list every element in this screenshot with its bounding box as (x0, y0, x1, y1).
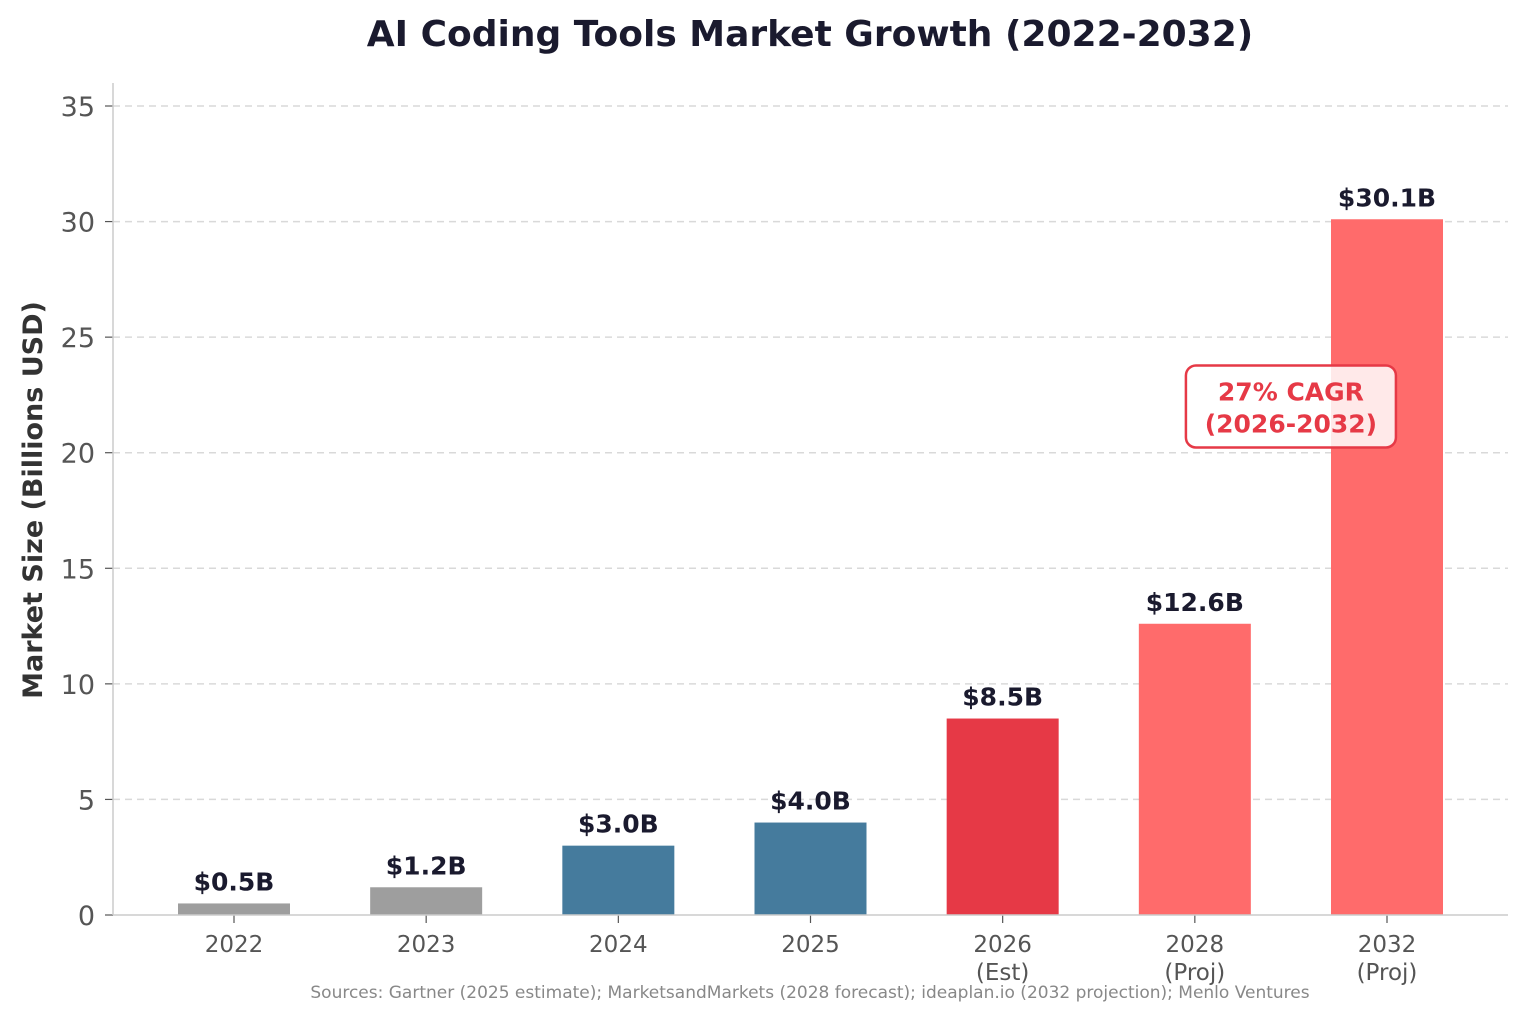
gridlines (113, 105, 1508, 801)
y-tick-label: 35 (61, 92, 95, 123)
x-tick-label: 2032 (1358, 932, 1417, 958)
data-label: $12.6B (1146, 588, 1244, 617)
bar (178, 903, 290, 915)
bar (562, 845, 675, 915)
data-labels: $0.5B $1.2B $3.0B $4.0B $8.5B $12.6B $30.1B (194, 183, 1436, 896)
annotation-text: (2026-2032) (1205, 409, 1377, 438)
y-axis-ticks: 0 5 10 15 20 25 30 35 (61, 92, 113, 932)
y-tick-label: 25 (61, 323, 95, 354)
bar (1138, 623, 1251, 915)
bar (1331, 219, 1443, 915)
x-tick-label: 2025 (781, 932, 840, 958)
annotation-text: 27% CAGR (1218, 377, 1364, 406)
data-label: $8.5B (962, 683, 1043, 712)
y-axis-label: Market Size (Billions USD) (18, 301, 49, 699)
x-tick-label: (Est) (976, 960, 1029, 986)
x-tick-label: (Proj) (1164, 960, 1225, 986)
x-tick-label: 2024 (589, 932, 648, 958)
data-label: $1.2B (386, 851, 467, 880)
source-note: Sources: Gartner (2025 estimate); Market… (310, 983, 1309, 1003)
cagr-annotation: 27% CAGR (2026-2032) (1184, 364, 1398, 449)
x-tick-label: 2023 (397, 932, 456, 958)
x-tick-label: 2022 (205, 932, 264, 958)
chart-title: AI Coding Tools Market Growth (2022-2032… (367, 14, 1253, 55)
x-tick-label: 2028 (1166, 932, 1225, 958)
data-label: $3.0B (578, 810, 659, 839)
bar (946, 718, 1059, 915)
y-tick-label: 10 (61, 670, 95, 701)
y-tick-label: 0 (78, 901, 95, 932)
data-label: $4.0B (770, 787, 851, 816)
y-tick-label: 30 (61, 208, 95, 239)
y-tick-label: 5 (78, 785, 95, 816)
bars (178, 219, 1443, 915)
bar (754, 822, 867, 915)
y-tick-label: 20 (61, 439, 95, 470)
x-tick-label: 2026 (973, 932, 1032, 958)
data-label: $0.5B (194, 867, 275, 896)
data-label: $30.1B (1338, 183, 1436, 212)
annotation-box (1184, 364, 1398, 449)
x-axis-ticks: 2022 2023 2024 2025 2026(Est)2028(Proj)2032(… (205, 915, 1418, 986)
axes (112, 83, 1508, 916)
x-tick-label: (Proj) (1357, 960, 1418, 986)
y-tick-label: 15 (61, 554, 95, 585)
bar (370, 887, 483, 915)
